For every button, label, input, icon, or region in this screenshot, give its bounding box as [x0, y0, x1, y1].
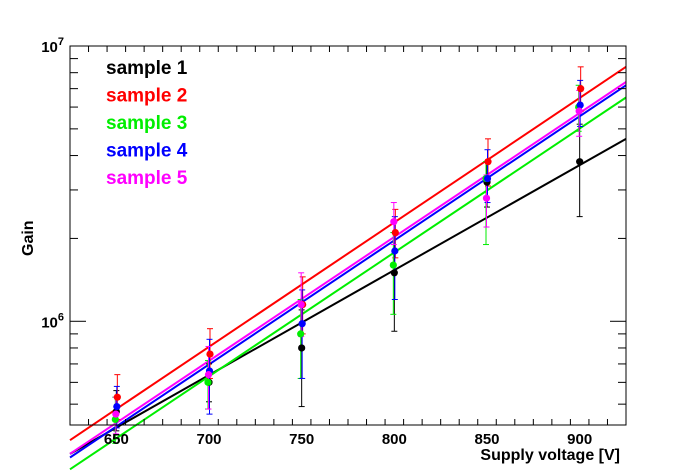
data-point — [390, 218, 398, 226]
data-point — [297, 330, 305, 338]
data-point — [113, 393, 121, 401]
legend-entry: sample 2 — [106, 86, 187, 107]
legend-entry: sample 5 — [106, 168, 188, 189]
data-point — [391, 247, 399, 255]
data-point — [389, 261, 397, 269]
data-point — [298, 320, 306, 328]
x-tick-label: 800 — [382, 431, 407, 448]
fit-line — [69, 66, 627, 441]
x-tick-label: 750 — [289, 431, 314, 448]
fit-lines — [69, 66, 627, 471]
data-point — [482, 194, 491, 202]
data-point — [483, 174, 492, 183]
y-tick-label: 106 — [41, 311, 64, 331]
data-point — [204, 378, 212, 386]
data-point — [111, 415, 119, 424]
x-axis-label: Supply voltage [V] — [480, 447, 620, 464]
legend-entry: sample 3 — [106, 113, 187, 134]
y-tick-label: 107 — [41, 36, 64, 56]
x-tick-label: 700 — [196, 431, 221, 448]
data-point — [204, 371, 213, 379]
y-axis-label: Gain — [20, 220, 37, 256]
data-point — [391, 228, 399, 237]
data-point — [206, 350, 214, 358]
legend-entry: sample 1 — [106, 58, 188, 79]
x-tick-label: 900 — [567, 431, 592, 448]
data-point — [298, 344, 306, 352]
data-points — [111, 85, 585, 424]
x-axis-ticks: 650 700 750 800 850 900 — [69, 46, 627, 448]
data-point — [575, 107, 583, 115]
data-point — [576, 101, 584, 109]
data-point — [297, 300, 305, 309]
fit-line — [69, 96, 627, 471]
data-point — [112, 410, 120, 418]
data-point — [113, 402, 121, 411]
x-tick-label: 650 — [104, 431, 129, 448]
x-tick-label: 850 — [474, 431, 499, 448]
fit-line — [69, 137, 627, 455]
fit-line — [69, 81, 627, 455]
legend-entry: sample 4 — [106, 141, 188, 162]
data-point — [484, 158, 492, 166]
data-point — [577, 85, 585, 93]
data-point — [390, 269, 398, 277]
data-point — [576, 158, 584, 166]
fit-line — [69, 84, 627, 459]
y-axis-ticks: 106 107 — [41, 36, 626, 405]
legend: sample 1 sample 2 sample 3 sample 4 sample 5 — [106, 58, 188, 189]
